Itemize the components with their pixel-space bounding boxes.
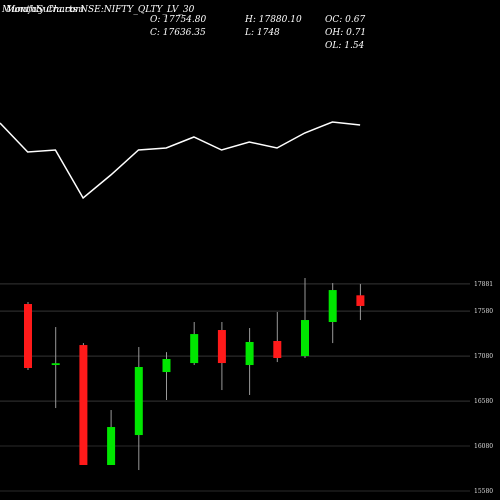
candle-body [217,330,226,364]
stat-label: OC: 0.67 [325,15,365,25]
candle-body [301,320,309,357]
y-tick-label: 16080 [474,443,493,450]
candle-body [162,358,171,373]
stat-label: L: 1748 [244,28,280,38]
y-tick-label: 15580 [474,488,493,495]
y-tick-label: 17580 [474,308,493,315]
stat-label: H: 17880.10 [244,15,302,25]
line-series [0,121,361,200]
candle-body [328,290,337,323]
stat-label: OL: 1.54 [325,41,365,51]
stat-label: O: 17754.80 [150,15,206,25]
candle-body [107,427,116,465]
candle-body [356,295,365,306]
candle-body [24,304,32,368]
chart-title: MunafaSutra.com [1,5,84,15]
y-tick-label: 17080 [474,353,493,360]
candle-body [79,345,88,465]
candle-body [134,367,143,436]
candle-body [190,334,199,364]
y-tick-label: 16580 [474,398,493,405]
candle-body [51,363,60,366]
chart-subtitle: Monthly Charts NSE:NIFTY_QLTY_LV_30 [5,5,195,15]
candle-body [273,340,282,359]
candle-body [245,341,254,366]
y-tick-label: 17881 [474,281,493,288]
stat-label: C: 17636.35 [150,28,206,38]
stat-label: OH: 0.71 [325,28,366,38]
